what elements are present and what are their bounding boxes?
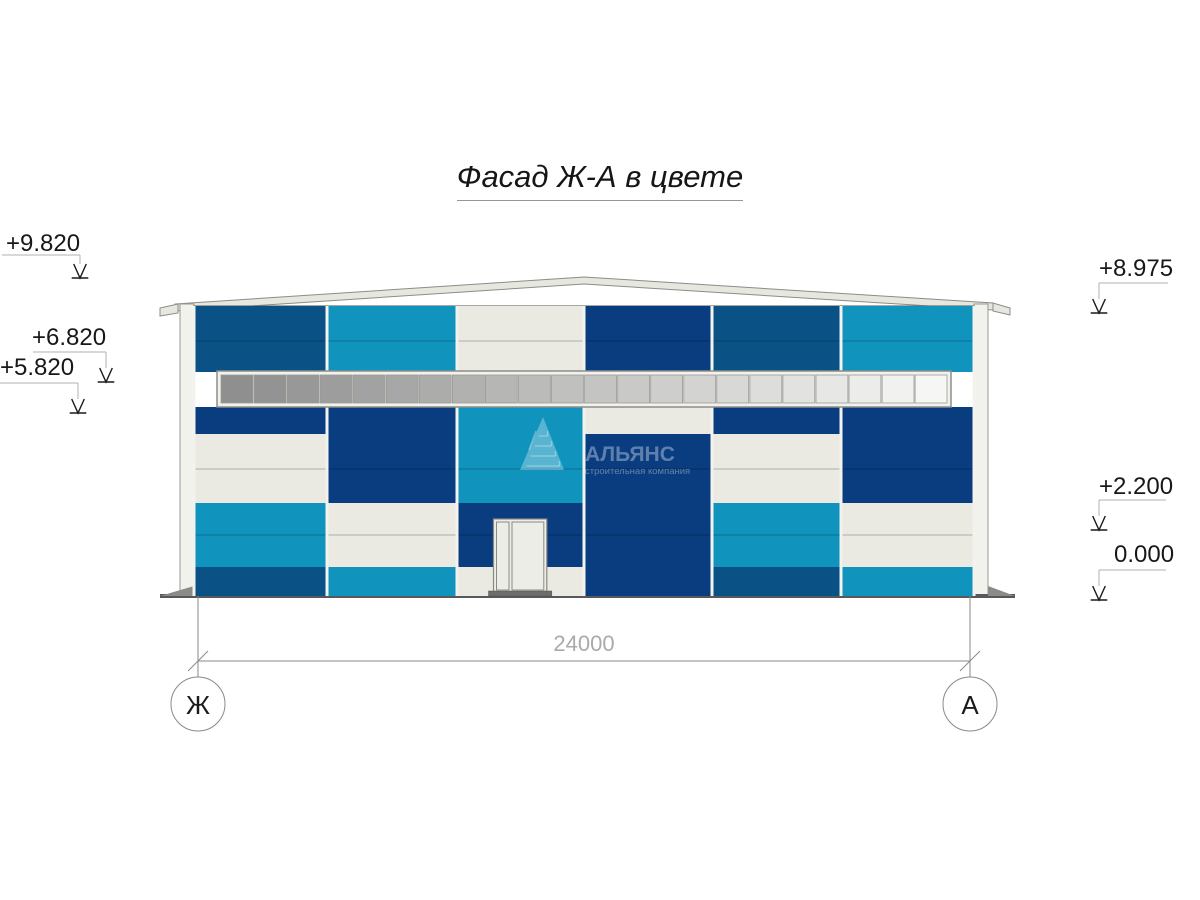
svg-text:Ж: Ж bbox=[186, 690, 210, 720]
svg-text:+8.975: +8.975 bbox=[1099, 255, 1173, 282]
svg-text:0.000: 0.000 bbox=[1114, 541, 1174, 568]
svg-text:А: А bbox=[961, 690, 979, 720]
svg-text:24000: 24000 bbox=[553, 631, 614, 656]
svg-text:+9.820: +9.820 bbox=[6, 230, 80, 257]
svg-text:АЛЬЯНС: АЛЬЯНС bbox=[585, 443, 675, 466]
svg-text:строительная компания: строительная компания bbox=[585, 466, 690, 477]
svg-text:+6.820: +6.820 bbox=[32, 324, 106, 351]
svg-text:+5.820: +5.820 bbox=[0, 354, 74, 381]
svg-text:+2.200: +2.200 bbox=[1099, 473, 1173, 500]
